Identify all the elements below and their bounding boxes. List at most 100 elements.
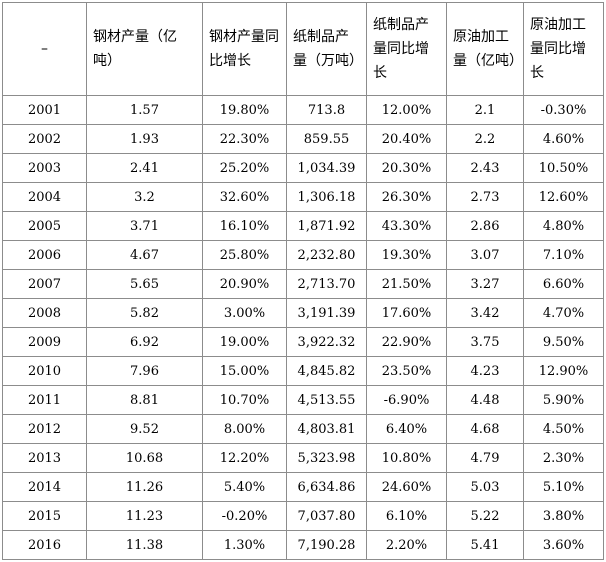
crude-processing-cell: 2.86 bbox=[446, 211, 524, 241]
paper-growth-cell: 22.90% bbox=[366, 327, 447, 357]
paper-growth-cell: 19.30% bbox=[366, 240, 447, 270]
steel-output-cell: 4.67 bbox=[86, 240, 203, 270]
year-cell: 2001 bbox=[2, 95, 87, 125]
table-row: 2012 9.52 8.00% 4,803.81 6.40% 4.68 4.50% bbox=[2, 414, 604, 444]
table-row: 2011 8.81 10.70% 4,513.55 -6.90% 4.48 5.90% bbox=[2, 385, 604, 415]
paper-output-cell: 1,871.92 bbox=[286, 211, 367, 241]
steel-output-cell: 10.68 bbox=[86, 443, 203, 473]
paper-growth-cell: 43.30% bbox=[366, 211, 447, 241]
crude-processing-cell: 4.79 bbox=[446, 443, 524, 473]
steel-output-cell: 2.41 bbox=[86, 153, 203, 183]
table-row: 2007 5.65 20.90% 2,713.70 21.50% 3.27 6.60% bbox=[2, 269, 604, 299]
year-cell: 2015 bbox=[2, 501, 87, 531]
table-row: 2008 5.82 3.00% 3,191.39 17.60% 3.42 4.70% bbox=[2, 298, 604, 328]
paper-output-cell: 1,034.39 bbox=[286, 153, 367, 183]
crude-growth-cell: 5.90% bbox=[523, 385, 604, 415]
crude-processing-cell: 5.41 bbox=[446, 530, 524, 560]
header-paper-output: 纸制品产量（万吨） bbox=[286, 2, 367, 96]
paper-output-cell: 1,306.18 bbox=[286, 182, 367, 212]
paper-growth-cell: 17.60% bbox=[366, 298, 447, 328]
paper-output-cell: 6,634.86 bbox=[286, 472, 367, 502]
steel-output-cell: 3.71 bbox=[86, 211, 203, 241]
crude-growth-cell: 10.50% bbox=[523, 153, 604, 183]
paper-growth-cell: 6.40% bbox=[366, 414, 447, 444]
paper-output-cell: 7,190.28 bbox=[286, 530, 367, 560]
paper-output-cell: 3,191.39 bbox=[286, 298, 367, 328]
crude-growth-cell: 5.10% bbox=[523, 472, 604, 502]
table-row: 2006 4.67 25.80% 2,232.80 19.30% 3.07 7.10% bbox=[2, 240, 604, 270]
year-cell: 2006 bbox=[2, 240, 87, 270]
crude-growth-cell: 2.30% bbox=[523, 443, 604, 473]
paper-output-cell: 2,713.70 bbox=[286, 269, 367, 299]
crude-processing-cell: 4.23 bbox=[446, 356, 524, 386]
year-cell: 2009 bbox=[2, 327, 87, 357]
steel-output-cell: 5.82 bbox=[86, 298, 203, 328]
table-row: 2016 11.38 1.30% 7,190.28 2.20% 5.41 3.60% bbox=[2, 530, 604, 560]
paper-output-cell: 7,037.80 bbox=[286, 501, 367, 531]
crude-processing-cell: 5.22 bbox=[446, 501, 524, 531]
header-steel-output: 钢材产量（亿吨） bbox=[86, 2, 203, 96]
paper-output-cell: 3,922.32 bbox=[286, 327, 367, 357]
paper-output-cell: 859.55 bbox=[286, 124, 367, 154]
steel-output-cell: 8.81 bbox=[86, 385, 203, 415]
crude-growth-cell: 3.60% bbox=[523, 530, 604, 560]
year-cell: 2013 bbox=[2, 443, 87, 473]
year-cell: 2003 bbox=[2, 153, 87, 183]
paper-growth-cell: 20.40% bbox=[366, 124, 447, 154]
header-crude-growth: 原油加工量同比增长 bbox=[523, 2, 604, 96]
steel-growth-cell: 12.20% bbox=[202, 443, 287, 473]
steel-growth-cell: 32.60% bbox=[202, 182, 287, 212]
year-cell: 2007 bbox=[2, 269, 87, 299]
steel-growth-cell: 25.20% bbox=[202, 153, 287, 183]
crude-processing-cell: 5.03 bbox=[446, 472, 524, 502]
steel-output-cell: 7.96 bbox=[86, 356, 203, 386]
crude-processing-cell: 4.68 bbox=[446, 414, 524, 444]
paper-growth-cell: 20.30% bbox=[366, 153, 447, 183]
table-row: 2009 6.92 19.00% 3,922.32 22.90% 3.75 9.50% bbox=[2, 327, 604, 357]
year-cell: 2008 bbox=[2, 298, 87, 328]
crude-growth-cell: 12.60% bbox=[523, 182, 604, 212]
table-header: – 钢材产量（亿吨） 钢材产量同比增长 纸制品产量（万吨） 纸制品产量同比增长 … bbox=[2, 2, 604, 96]
crude-processing-cell: 3.27 bbox=[446, 269, 524, 299]
crude-growth-cell: 12.90% bbox=[523, 356, 604, 386]
steel-output-cell: 1.57 bbox=[86, 95, 203, 125]
steel-growth-cell: 19.00% bbox=[202, 327, 287, 357]
crude-growth-cell: 4.60% bbox=[523, 124, 604, 154]
steel-output-cell: 1.93 bbox=[86, 124, 203, 154]
table-row: 2015 11.23 -0.20% 7,037.80 6.10% 5.22 3.80% bbox=[2, 501, 604, 531]
steel-growth-cell: 20.90% bbox=[202, 269, 287, 299]
steel-growth-cell: 8.00% bbox=[202, 414, 287, 444]
crude-processing-cell: 2.73 bbox=[446, 182, 524, 212]
year-cell: 2010 bbox=[2, 356, 87, 386]
crude-processing-cell: 4.48 bbox=[446, 385, 524, 415]
paper-growth-cell: 2.20% bbox=[366, 530, 447, 560]
crude-processing-cell: 3.07 bbox=[446, 240, 524, 270]
crude-processing-cell: 2.2 bbox=[446, 124, 524, 154]
header-paper-growth: 纸制品产量同比增长 bbox=[366, 2, 447, 96]
crude-processing-cell: 2.1 bbox=[446, 95, 524, 125]
crude-growth-cell: 9.50% bbox=[523, 327, 604, 357]
steel-output-cell: 3.2 bbox=[86, 182, 203, 212]
crude-processing-cell: 2.43 bbox=[446, 153, 524, 183]
paper-output-cell: 4,845.82 bbox=[286, 356, 367, 386]
steel-growth-cell: 1.30% bbox=[202, 530, 287, 560]
paper-growth-cell: 26.30% bbox=[366, 182, 447, 212]
steel-output-cell: 11.23 bbox=[86, 501, 203, 531]
crude-growth-cell: 7.10% bbox=[523, 240, 604, 270]
crude-growth-cell: 4.70% bbox=[523, 298, 604, 328]
paper-growth-cell: 23.50% bbox=[366, 356, 447, 386]
steel-output-cell: 11.26 bbox=[86, 472, 203, 502]
steel-growth-cell: 3.00% bbox=[202, 298, 287, 328]
header-crude-processing: 原油加工量（亿吨） bbox=[446, 2, 524, 96]
steel-growth-cell: 10.70% bbox=[202, 385, 287, 415]
crude-growth-cell: 4.50% bbox=[523, 414, 604, 444]
paper-growth-cell: 6.10% bbox=[366, 501, 447, 531]
steel-growth-cell: 19.80% bbox=[202, 95, 287, 125]
steel-growth-cell: 25.80% bbox=[202, 240, 287, 270]
steel-output-cell: 6.92 bbox=[86, 327, 203, 357]
steel-growth-cell: 16.10% bbox=[202, 211, 287, 241]
paper-output-cell: 713.8 bbox=[286, 95, 367, 125]
paper-output-cell: 2,232.80 bbox=[286, 240, 367, 270]
paper-output-cell: 4,803.81 bbox=[286, 414, 367, 444]
